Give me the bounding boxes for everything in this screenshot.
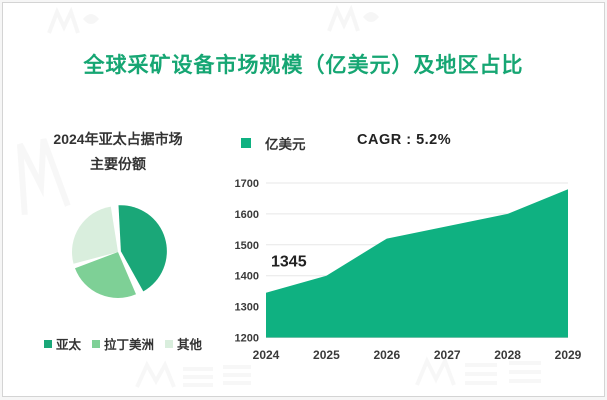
series-legend: 亿美元 (241, 133, 306, 153)
pie-chart (71, 205, 167, 298)
watermark (47, 7, 99, 34)
pie-legend-label: 其他 (177, 338, 203, 352)
svg-text:2029: 2029 (555, 348, 582, 362)
other-swatch-icon (165, 339, 173, 348)
cagr-label: CAGR : 5.2% (357, 132, 452, 148)
pie-heading: 2024年亚太占据市场 主要份额 (28, 127, 208, 177)
series-swatch-icon (241, 138, 251, 148)
pie-heading-line2: 主要份额 (90, 156, 146, 172)
svg-text:1500: 1500 (235, 240, 259, 252)
svg-text:1200: 1200 (235, 333, 259, 345)
apac-swatch-icon (43, 339, 52, 348)
page-title: 全球采矿设备市场规模（亿美元）及地区占比 (83, 54, 524, 77)
series-legend-label: 亿美元 (265, 137, 306, 152)
area-chart: 1200 1300 1400 1500 1600 1700 2024 2025 2026 2027… (235, 178, 582, 362)
watermark (327, 5, 379, 32)
svg-text:2024: 2024 (253, 348, 280, 362)
svg-text:2028: 2028 (494, 348, 521, 362)
svg-text:2025: 2025 (313, 348, 340, 362)
pie-legend-item-latam: 拉丁美洲 (91, 334, 154, 353)
pie-legend: 亚太 拉丁美洲 其他 (18, 334, 228, 353)
svg-text:1600: 1600 (235, 209, 259, 221)
pie-legend-item-apac: 亚太 (43, 334, 81, 353)
svg-text:1300: 1300 (235, 302, 259, 314)
latam-swatch-icon (91, 339, 100, 348)
pie-legend-item-other: 其他 (165, 334, 202, 353)
svg-text:1400: 1400 (235, 271, 259, 283)
svg-text:2027: 2027 (434, 348, 461, 362)
pie-heading-line1: 2024年亚太占据市场 (53, 131, 183, 147)
svg-text:1345: 1345 (271, 254, 307, 271)
pie-legend-label: 拉丁美洲 (103, 338, 154, 352)
svg-text:1700: 1700 (235, 178, 259, 190)
svg-text:2026: 2026 (373, 348, 400, 362)
pie-legend-label: 亚太 (55, 338, 81, 352)
